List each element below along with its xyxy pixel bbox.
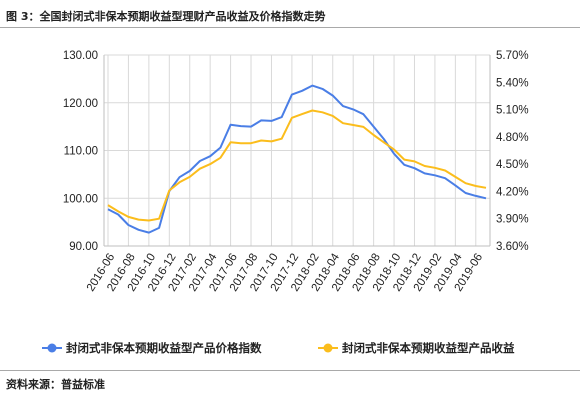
legend-marker — [323, 343, 333, 353]
axes: 2016-062016-082016-102016-122017-022017-… — [63, 50, 529, 294]
y-left-tick-label: 90.00 — [69, 241, 98, 253]
series-lines — [107, 84, 487, 234]
y-left-tick-label: 100.00 — [63, 193, 98, 205]
legend-yield: 封闭式非保本预期收益型产品收益 — [318, 341, 515, 355]
y-right-tick-label: 4.50% — [496, 159, 529, 171]
source-note: 资料来源：普益标准 — [6, 378, 105, 391]
y-right-tick-label: 3.60% — [496, 241, 529, 253]
figure-title: 图 3：全国封闭式非保本预期收益型理财产品收益及价格指数走势 — [6, 10, 326, 23]
y-right-tick-label: 4.20% — [496, 186, 529, 198]
line-chart: 2016-062016-082016-102016-122017-022017-… — [42, 50, 529, 355]
bottom-divider — [0, 370, 580, 371]
y-left-tick-label: 120.00 — [63, 98, 98, 110]
top-divider — [0, 27, 580, 28]
y-right-tick-label: 4.80% — [496, 132, 529, 144]
y-right-tick-label: 3.90% — [496, 214, 529, 226]
legend-label: 封闭式非保本预期收益型产品收益 — [342, 341, 515, 355]
y-left-tick-label: 110.00 — [64, 146, 98, 158]
legend-marker — [47, 343, 57, 353]
y-right-tick-label: 5.10% — [496, 105, 529, 117]
chart-legend: 封闭式非保本预期收益型产品价格指数 封闭式非保本预期收益型产品收益 — [42, 341, 515, 355]
y-left-tick-label: 130.00 — [63, 50, 98, 62]
price-index-line — [107, 84, 487, 234]
legend-price-index: 封闭式非保本预期收益型产品价格指数 — [42, 341, 262, 355]
legend-label: 封闭式非保本预期收益型产品价格指数 — [66, 341, 262, 355]
y-right-tick-label: 5.40% — [496, 77, 529, 89]
yield-line — [107, 109, 487, 222]
y-right-tick-label: 5.70% — [496, 50, 529, 62]
